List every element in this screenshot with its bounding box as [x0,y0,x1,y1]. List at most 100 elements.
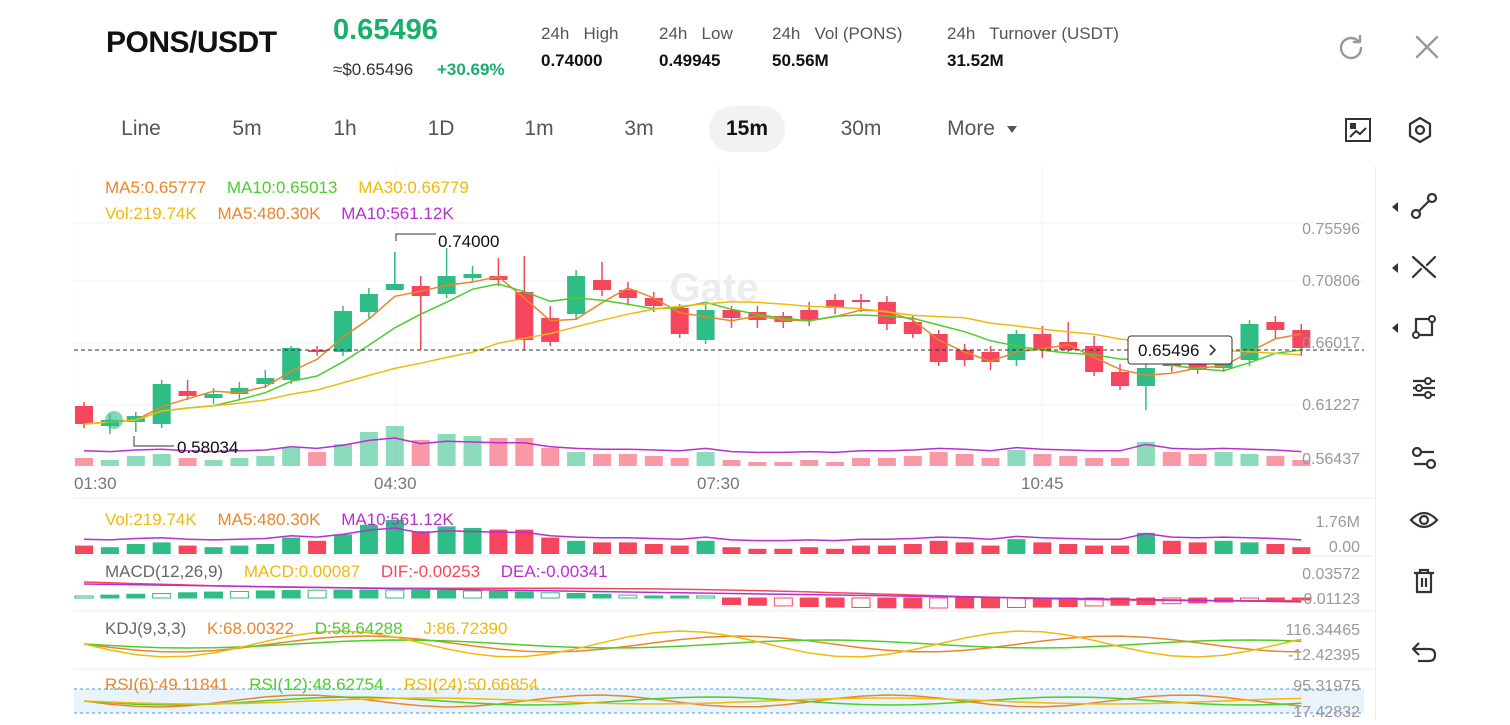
volume-pane-bar [696,540,715,554]
close-icon[interactable] [1410,30,1444,64]
indicator-icon[interactable] [1404,368,1444,408]
volume-pane-bar [877,545,896,554]
volume-pane-bar [1033,542,1052,554]
j-line [83,630,1302,658]
volume-bar [903,456,922,466]
tab-30m[interactable]: 30m [840,117,882,140]
macd-pane [74,581,1311,609]
stat-value: 50.56M [772,51,829,70]
rsi-pane [74,688,1364,714]
line-tool-icon[interactable] [1404,186,1444,226]
candle-body [152,384,171,424]
stat-label: 24h Low [659,24,733,43]
tab-more[interactable]: More [942,106,1022,152]
volume-pane [75,520,1311,554]
expand-arrow-icon[interactable] [1392,202,1398,212]
volume-bar [152,454,171,466]
tab-3m[interactable]: 3m [624,117,654,140]
volume-bar [929,452,948,466]
legend-ma5: MA5:0.65777 [105,178,207,197]
kline-chart[interactable]: Gate 0.75596 0.70806 0.66017 0.61227 0.5… [73,166,1374,721]
current-price-tag[interactable]: 0.65496 [1127,335,1233,365]
d-line [83,639,1302,649]
tab-1d[interactable]: 1D [427,117,455,140]
candle-body [256,378,275,384]
chart-area[interactable]: Gate 0.75596 0.70806 0.66017 0.61227 0.5… [73,166,1374,721]
candle-body [178,391,197,396]
candle-body [75,406,93,424]
volume-bar [774,462,793,466]
legend-vol: Vol:219.74K [105,204,197,223]
volume-pane-bar [437,526,456,554]
time-tick: 10:45 [1021,474,1064,493]
volume-bar [75,458,93,466]
kdj-legend: KDJ(9,3,3) K:68.00322 D:58.64288 J:86.72… [105,619,523,639]
macd-bar [463,590,482,599]
crossline-icon[interactable] [1404,247,1444,287]
macd-bar [385,589,405,599]
macd-bar [644,595,664,599]
volume-bar [852,458,870,466]
volume-bar [489,438,508,466]
kdj-tick: 116.34465 [1286,622,1361,639]
volume-bar [1162,452,1181,466]
macd-bar [1110,597,1130,606]
macd-bar [929,597,949,609]
stat-high: 24h High 0.74000 [541,24,619,71]
macd-bar [825,597,845,608]
volume-bar [567,452,586,466]
expand-arrow-icon[interactable] [1392,323,1398,333]
legend-kdj-name: KDJ(9,3,3) [105,619,187,638]
refresh-icon[interactable] [1334,30,1368,64]
undo-icon[interactable] [1404,632,1444,672]
macd-bar [955,597,975,609]
low-marker-label: 0.58034 [177,438,238,457]
volume-bar [644,456,663,466]
candle-body [644,298,663,306]
tab-5m[interactable]: 5m [232,117,262,140]
volume-bar [670,458,689,466]
macd-bar [540,592,560,599]
macd-bar [877,597,897,609]
chevron-right-icon [1209,344,1217,356]
candle-body [230,388,249,394]
layers-icon[interactable] [1404,438,1444,478]
candle-body [800,310,819,320]
volume-bar [1111,458,1129,466]
chart-type-icon[interactable] [1342,114,1374,146]
macd-tick: 0.03572 [1302,566,1360,583]
candle-body [929,334,948,362]
volume-pane-bar [593,542,611,554]
price-tick: 0.70806 [1302,273,1360,290]
time-tick: 07:30 [697,474,740,493]
rsi-tick: 17.42832 [1293,704,1360,720]
volume-pane-bar [670,545,689,554]
tab-1m[interactable]: 1m [524,117,554,140]
volume-pane-bar [204,547,223,554]
trash-icon[interactable] [1404,561,1444,601]
volume-pane-bar [1214,540,1233,554]
time-tick: 04:30 [374,474,417,493]
shape-icon[interactable] [1404,307,1444,347]
tab-15m[interactable]: 15m [709,106,785,152]
time-tick: 01:30 [74,474,117,493]
tab-line[interactable]: Line [121,117,161,140]
volume-pane-bar [152,542,171,554]
expand-arrow-icon[interactable] [1392,263,1398,273]
eye-icon[interactable] [1404,500,1444,540]
volume-pane-bar [903,544,922,554]
tab-1h[interactable]: 1h [333,117,357,140]
macd-bar [592,593,612,599]
change-percent: +30.69% [437,60,505,79]
volume-bar [541,448,560,466]
candle-body [1214,362,1233,368]
candle-body [903,322,922,334]
settings-icon[interactable] [1404,114,1436,146]
volume-pane-bar [1188,542,1207,554]
candle-body [955,350,974,360]
volume-pane-bar [1136,532,1155,554]
volume-pane-bar [618,542,637,554]
volume-pane-bar [774,548,793,554]
volume-pane-bar [981,545,1000,554]
stat-volume: 24h Vol (PONS) 50.56M [772,24,902,71]
